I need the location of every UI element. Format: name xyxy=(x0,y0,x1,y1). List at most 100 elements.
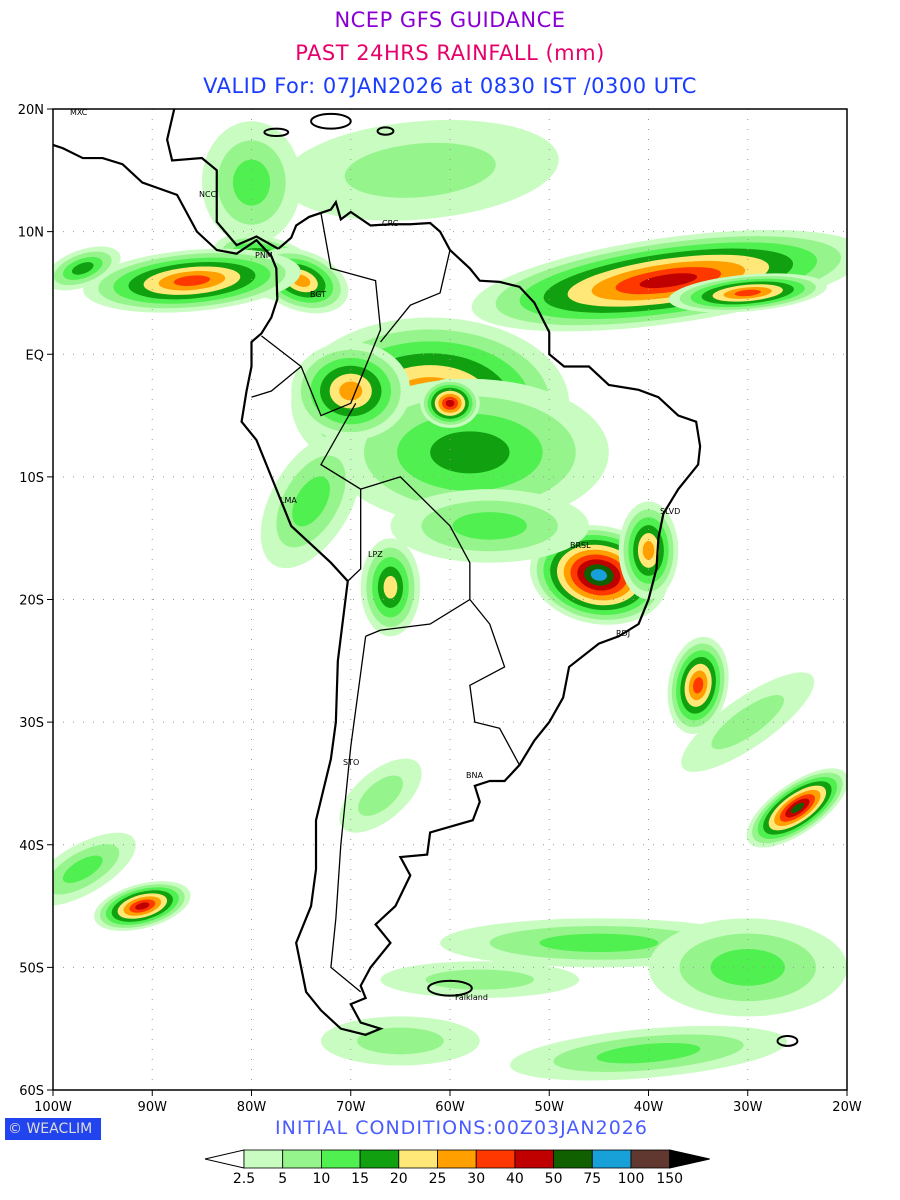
legend-over-arrow xyxy=(669,1149,710,1169)
rain-contour xyxy=(452,512,527,540)
rain-contour xyxy=(383,575,398,599)
city-label-ncc: NCC xyxy=(199,190,217,199)
legend-swatch xyxy=(282,1149,322,1169)
lon-label: 80W xyxy=(237,1100,267,1115)
island xyxy=(376,126,395,136)
legend-swatch xyxy=(630,1149,671,1169)
rain-contour xyxy=(358,775,403,816)
country-border xyxy=(469,599,521,766)
city-label-rdj: RDJ xyxy=(616,629,630,638)
city-label-bgt: BGT xyxy=(310,290,326,299)
color-legend: 2.5 5 10 15 20 25 30 40 50 75 100 150 xyxy=(204,1149,710,1187)
legend-label: 20 xyxy=(390,1171,408,1187)
lat-label: 40S xyxy=(19,839,44,854)
city-label-bna: BNA xyxy=(466,771,483,780)
city-label-crc: CRC xyxy=(382,219,399,228)
legend-label: 25 xyxy=(429,1171,447,1187)
legend-swatch xyxy=(398,1149,438,1169)
lon-label: 100W xyxy=(34,1100,72,1115)
legend-swatch xyxy=(359,1149,400,1169)
legend-label: 100 xyxy=(618,1171,645,1187)
legend-swatch xyxy=(591,1149,632,1169)
coastlines xyxy=(53,109,799,1047)
city-label-lma: LMA xyxy=(280,496,297,505)
island xyxy=(776,1035,799,1047)
legend-label: 15 xyxy=(351,1171,369,1187)
lat-label: 20S xyxy=(19,594,44,609)
rain-contour xyxy=(232,159,271,206)
legend-label: 10 xyxy=(312,1171,330,1187)
country-border xyxy=(251,366,302,398)
lon-label: 70W xyxy=(336,1100,366,1115)
city-label-sto: STO xyxy=(343,758,359,767)
legend-label: 40 xyxy=(506,1171,524,1187)
lat-label: 20N xyxy=(18,103,44,118)
legend-swatch xyxy=(553,1149,593,1169)
lat-label: 50S xyxy=(19,961,44,976)
city-label-brsl: BRSL xyxy=(570,541,591,550)
country-border xyxy=(380,249,451,343)
rain-contour xyxy=(430,431,510,474)
rain-contour xyxy=(173,275,211,287)
rain-contour xyxy=(539,933,659,953)
rain-contour xyxy=(642,540,655,560)
initial-conditions: INITIAL CONDITIONS:00Z03JAN2026 xyxy=(275,1117,648,1139)
rain-contour xyxy=(693,677,704,694)
rain-contour xyxy=(710,948,785,986)
city-label-falkland: Falkland xyxy=(455,993,488,1002)
rain-contour xyxy=(596,1042,701,1064)
rain-contour xyxy=(135,902,150,910)
legend-label: 150 xyxy=(656,1171,683,1187)
city-label-mxc: MXC xyxy=(70,108,88,117)
rain-contour xyxy=(344,142,496,198)
central-america-coastline xyxy=(166,109,279,250)
rain-contour xyxy=(425,969,534,990)
lon-label: 40W xyxy=(634,1100,664,1115)
rain-contour xyxy=(339,381,363,401)
title-valid-time: VALID For: 07JAN2026 at 0830 IST /0300 U… xyxy=(203,74,697,98)
rain-contour xyxy=(639,273,698,289)
rain-contour xyxy=(734,289,761,297)
rain-contour xyxy=(790,802,804,814)
city-label-slvd: SLVD xyxy=(660,507,680,516)
country-border xyxy=(261,213,382,417)
rain-contour xyxy=(62,855,103,883)
legend-under-arrow xyxy=(204,1149,245,1169)
lat-label: 10S xyxy=(19,471,44,486)
lat-label: 10N xyxy=(18,226,44,241)
weaclim-logo: © WEACLIM xyxy=(5,1118,101,1140)
title-variable: PAST 24HRS RAINFALL (mm) xyxy=(295,41,605,65)
city-label-pnm: PNM xyxy=(255,251,273,260)
island xyxy=(310,112,352,130)
lon-label: 30W xyxy=(733,1100,763,1115)
legend-swatch xyxy=(475,1149,516,1169)
lat-label: 60S xyxy=(19,1084,44,1099)
rain-contour xyxy=(711,694,785,750)
island xyxy=(263,127,290,137)
legend-label: 75 xyxy=(583,1171,601,1187)
country-border xyxy=(330,636,367,993)
rain-contour xyxy=(292,476,330,527)
rain-contour xyxy=(357,1027,444,1055)
legend-swatch xyxy=(243,1149,284,1169)
lat-label: EQ xyxy=(26,348,44,363)
lat-label: 30S xyxy=(19,716,44,731)
title-model: NCEP GFS GUIDANCE xyxy=(334,8,566,32)
rain-contour xyxy=(71,262,94,275)
legend-swatch xyxy=(320,1149,361,1169)
rain-contour xyxy=(445,399,455,407)
rain-contour xyxy=(590,569,607,581)
legend-label: 2.5 xyxy=(233,1171,255,1187)
legend-swatch xyxy=(514,1149,555,1169)
island xyxy=(427,979,473,997)
legend-label: 50 xyxy=(545,1171,563,1187)
lon-label: 60W xyxy=(435,1100,465,1115)
legend-label: 5 xyxy=(278,1171,287,1187)
legend-label: 30 xyxy=(467,1171,485,1187)
lon-label: 50W xyxy=(535,1100,565,1115)
legend-swatch xyxy=(437,1149,477,1169)
city-label-lpz: LPZ xyxy=(368,550,383,559)
lon-label: 20W xyxy=(832,1100,862,1115)
south-america-coastline xyxy=(53,143,702,1036)
